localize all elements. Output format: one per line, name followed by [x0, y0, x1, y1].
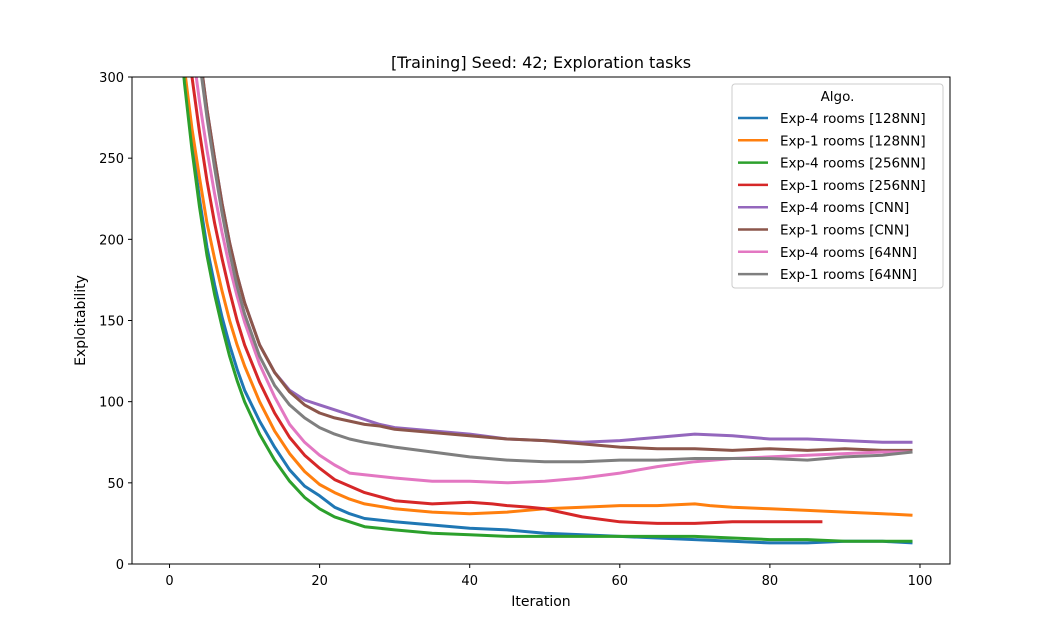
series-line-3 [182, 77, 913, 543]
legend: Algo. Exp-4 rooms [128NN] Exp-1 rooms [12… [731, 83, 944, 289]
y-tick-label: 300 [99, 71, 124, 86]
x-tick-label: 0 [165, 574, 173, 589]
y-tick-label: 50 [107, 477, 124, 492]
series-layer [182, 77, 913, 545]
x-axis-ticks: 0 20 40 60 80 100 [165, 564, 932, 589]
legend-title: Algo. [821, 89, 855, 105]
series-line-4 [190, 77, 823, 525]
legend-box [731, 83, 944, 289]
legend-label-5: Exp-4 rooms [CNN] [780, 200, 909, 216]
legend-label-4: Exp-1 rooms [256NN] [780, 178, 926, 194]
legend-label-1: Exp-4 rooms [128NN] [780, 111, 926, 127]
x-tick-label: 20 [311, 574, 328, 589]
legend-label-7: Exp-4 rooms [64NN] [780, 245, 917, 261]
legend-label-8: Exp-1 rooms [64NN] [780, 267, 917, 283]
x-axis-label: Iteration [511, 594, 570, 610]
y-tick-label: 0 [116, 558, 124, 573]
legend-label-6: Exp-1 rooms [CNN] [780, 223, 909, 239]
series-line-2 [184, 77, 913, 517]
legend-entries: Exp-4 rooms [128NN] Exp-1 rooms [128NN] Ex… [738, 111, 926, 283]
legend-label-3: Exp-4 rooms [256NN] [780, 156, 926, 172]
y-tick-label: 250 [99, 152, 124, 167]
legend-label-2: Exp-1 rooms [128NN] [780, 133, 926, 149]
series-line-8 [200, 77, 913, 464]
y-axis-label: Exploitability [73, 275, 89, 366]
y-tick-label: 200 [99, 233, 124, 248]
x-tick-label: 100 [908, 574, 933, 589]
y-axis-ticks: 0 50 100 150 200 250 300 [99, 71, 132, 573]
x-tick-label: 40 [461, 574, 478, 589]
series-line-6 [201, 77, 913, 452]
y-tick-label: 100 [99, 396, 124, 411]
series-line-1 [182, 77, 913, 545]
x-tick-label: 60 [612, 574, 629, 589]
x-tick-label: 80 [762, 574, 779, 589]
chart-title: [Training] Seed: 42; Exploration tasks [391, 53, 691, 72]
y-tick-label: 150 [99, 315, 124, 330]
